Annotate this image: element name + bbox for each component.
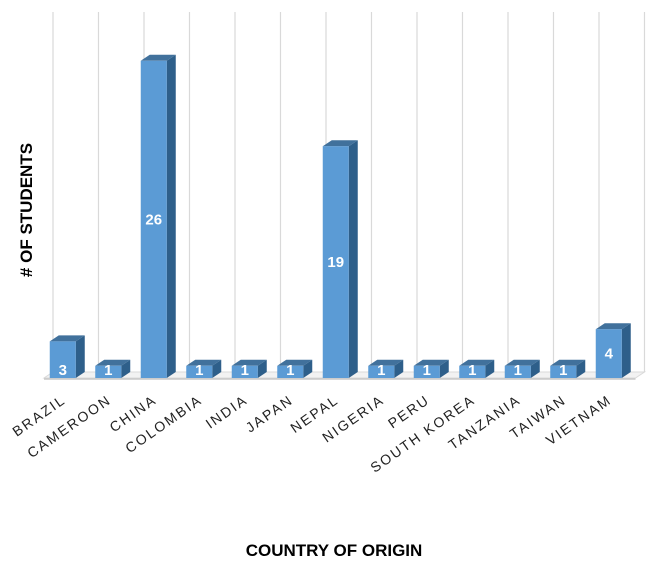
bar-top (322, 140, 358, 147)
bar-side (439, 359, 449, 378)
bar-front (550, 365, 577, 378)
bar-china (140, 54, 176, 379)
bar-top (368, 359, 404, 366)
bar-front (322, 146, 349, 378)
bar-tanzania (504, 359, 540, 378)
bar-side (621, 323, 631, 378)
data-label: 26 (145, 211, 162, 228)
bar-front (459, 365, 486, 378)
data-labels: 3 1 26 1 1 1 19 1 1 1 1 1 4 (59, 211, 614, 379)
bar-front (231, 365, 258, 378)
x-tick-label: COLOMBIA (122, 391, 205, 456)
data-label: 1 (468, 362, 476, 379)
bar-front (595, 329, 622, 378)
bar-top (277, 359, 313, 366)
x-tick-label: INDIA (203, 391, 251, 431)
data-label: 1 (286, 362, 294, 379)
data-label: 1 (377, 362, 385, 379)
bar-side (121, 359, 131, 378)
x-tick-label: CAMEROON (24, 391, 114, 461)
bar-south-korea (459, 359, 495, 378)
bar-taiwan (550, 359, 586, 378)
bars (49, 54, 631, 379)
bar-cameroon (95, 359, 131, 378)
data-label: 1 (104, 362, 112, 379)
bar-front (140, 60, 167, 379)
bar-front (413, 365, 440, 378)
bar-side (166, 54, 176, 379)
bar-side (348, 140, 358, 378)
bar-side (394, 359, 404, 378)
bar-side (257, 359, 267, 378)
y-axis-title: # OF STUDENTS (17, 143, 36, 277)
bar-front (95, 365, 122, 378)
bar-nepal (322, 140, 358, 378)
data-label: 19 (327, 254, 344, 271)
bar-nigeria (368, 359, 404, 378)
bar-peru (413, 359, 449, 378)
x-tick-labels: BRAZILCAMEROONCHINACOLOMBIAINDIAJAPANNEP… (9, 391, 614, 475)
bar-india (231, 359, 267, 378)
x-axis-title: COUNTRY OF ORIGIN (246, 541, 423, 560)
bar-top (504, 359, 540, 366)
bar-top (231, 359, 267, 366)
bar-brazil (49, 335, 85, 378)
bar-side (303, 359, 313, 378)
bar-side (530, 359, 540, 378)
data-label: 1 (241, 362, 249, 379)
chart-grid (52, 12, 646, 372)
data-label: 4 (605, 346, 614, 363)
bar-top (595, 323, 631, 330)
bar-top (95, 359, 131, 366)
bar-top (140, 54, 176, 61)
bar-top (550, 359, 586, 366)
bar-japan (277, 359, 313, 378)
bar-side (485, 359, 495, 378)
bar-side (75, 335, 85, 378)
bar-colombia (186, 359, 222, 378)
bar-top (49, 335, 85, 342)
bar-front (49, 341, 76, 378)
x-tick-label: JAPAN (242, 391, 295, 435)
bar-front (504, 365, 531, 378)
bar-front (368, 365, 395, 378)
bar-top (186, 359, 222, 366)
bar-top (413, 359, 449, 366)
bar-side (212, 359, 222, 378)
data-label: 1 (559, 362, 567, 379)
bar-front (186, 365, 213, 378)
bar-side (576, 359, 586, 378)
data-label: 1 (423, 362, 431, 379)
data-label: 1 (195, 362, 203, 379)
data-label: 1 (514, 362, 522, 379)
bar-vietnam (595, 323, 631, 378)
bar-front (277, 365, 304, 378)
bar-top (459, 359, 495, 366)
data-label: 3 (59, 362, 67, 379)
